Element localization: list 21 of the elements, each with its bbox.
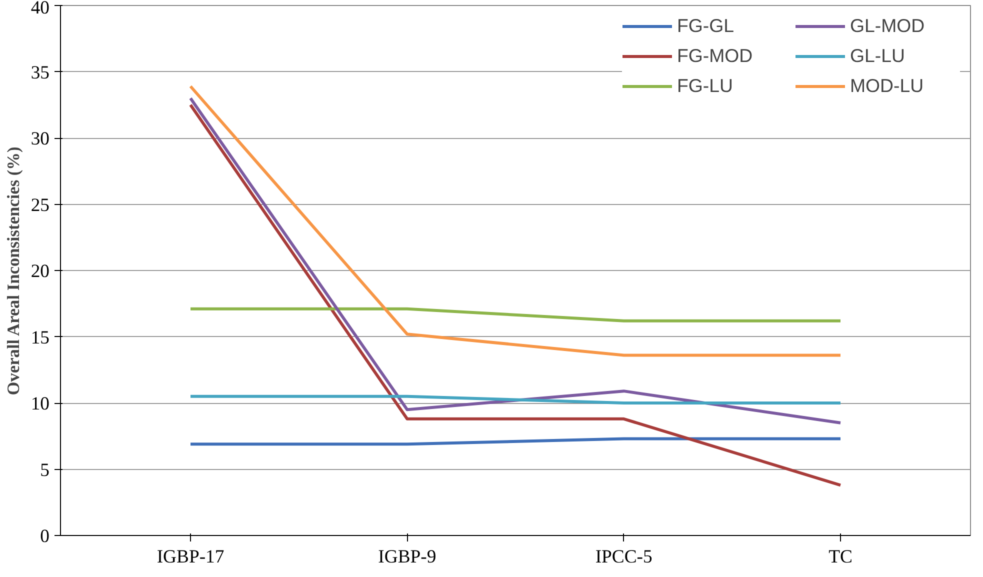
legend-label: GL-LU	[850, 45, 906, 67]
y-tick-label: 10	[30, 394, 50, 414]
y-tick-label: 25	[30, 194, 50, 216]
y-tick-label: 35	[30, 62, 50, 84]
legend-label: MOD-LU	[850, 75, 925, 97]
y-tick-label: 20	[30, 261, 50, 282]
x-tick-label: IPCC-5	[595, 546, 652, 568]
y-axis-title: Overall Areal Inconsistencies (%)	[4, 146, 23, 396]
y-tick-label: 30	[30, 128, 50, 150]
y-tick-label: 5	[40, 460, 50, 481]
x-tick-label: IGBP-9	[378, 546, 436, 568]
legend-label: GL-MOD	[850, 15, 926, 37]
legend-label: FG-LU	[677, 75, 734, 97]
y-tick-label: 0	[40, 526, 50, 547]
y-tick-label: 40	[30, 0, 50, 18]
legend-label: FG-GL	[677, 15, 736, 37]
x-tick-label: TC	[828, 546, 852, 568]
line-series	[189, 96, 842, 424]
x-tick-label: IGBP-17	[156, 546, 224, 568]
legend-label: FG-MOD	[677, 45, 754, 67]
y-tick-label: 15	[30, 327, 50, 348]
